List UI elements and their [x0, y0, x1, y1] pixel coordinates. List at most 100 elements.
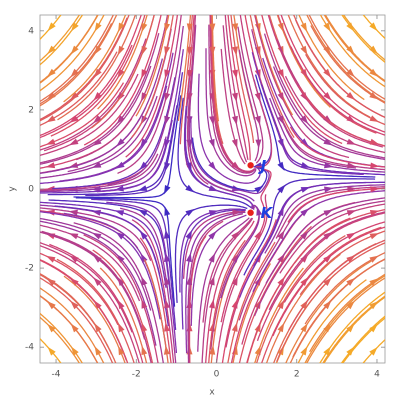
stream-arrow: [70, 45, 79, 55]
streamline: [185, 211, 246, 354]
streamline: [362, 338, 385, 363]
stream-arrow: [163, 345, 170, 355]
streamline: [205, 48, 257, 177]
stream-arrow: [94, 22, 102, 32]
streamline: [40, 15, 81, 62]
stream-arrow: [45, 162, 56, 169]
streamline: [40, 136, 167, 193]
streamline: [265, 253, 341, 363]
stream-arrow: [346, 255, 356, 263]
streamline: [285, 260, 372, 363]
stream-arrow: [116, 254, 125, 263]
stream-arrow: [164, 206, 171, 216]
stream-arrow: [71, 346, 79, 356]
x-tick-label: 4: [374, 370, 380, 380]
streamline: [188, 220, 224, 363]
stream-arrow: [70, 323, 79, 333]
stream-arrow: [47, 45, 56, 55]
stream-arrow: [139, 230, 148, 240]
streamline: [179, 15, 194, 145]
streamline: [174, 204, 248, 303]
streamline: [280, 15, 385, 133]
stream-arrow: [369, 278, 379, 286]
stream-arrow: [300, 254, 309, 263]
stream-arrow: [69, 138, 79, 146]
point: [247, 162, 254, 169]
stream-arrow: [300, 208, 310, 217]
streamline: [40, 73, 139, 157]
stream-arrow: [346, 277, 356, 286]
streamline: [191, 137, 268, 192]
stream-arrow: [369, 301, 379, 310]
streamline: [210, 15, 234, 165]
streamline: [135, 15, 170, 117]
streamline: [292, 258, 385, 358]
streamline: [125, 15, 179, 158]
stream-arrow: [208, 161, 217, 171]
stream-arrow: [346, 138, 357, 145]
stream-arrow: [163, 229, 170, 239]
y-tick-label: 0: [28, 185, 34, 195]
stream-arrow: [300, 231, 309, 240]
stream-arrow: [117, 68, 125, 79]
stream-arrow: [323, 231, 333, 240]
stream-arrow: [232, 115, 238, 126]
streamline: [40, 15, 142, 137]
streamline: [83, 234, 159, 363]
stream-arrow: [346, 68, 355, 78]
streamline: [131, 15, 174, 138]
streamline: [308, 15, 385, 100]
stream-arrow: [91, 185, 101, 192]
stream-arrow: [68, 209, 78, 216]
streamline: [264, 184, 385, 254]
stream-arrow: [346, 232, 356, 240]
streamline: [222, 25, 248, 163]
stream-arrow: [369, 255, 379, 263]
stream-arrow: [277, 184, 286, 194]
stream-arrow: [68, 233, 79, 240]
streamline: [40, 287, 105, 363]
streamline: [238, 225, 312, 363]
stream-arrow: [300, 68, 308, 79]
stream-arrow: [277, 92, 284, 102]
stream-arrow: [46, 255, 56, 263]
streamline: [43, 15, 155, 152]
streamline: [179, 208, 247, 293]
streamline: [306, 277, 385, 363]
stream-arrow: [208, 138, 215, 149]
streamline: [197, 217, 250, 352]
streamline: [131, 219, 175, 363]
streamline: [253, 79, 272, 168]
stream-arrow: [277, 276, 285, 286]
streamline: [139, 237, 172, 363]
stream-arrow: [138, 209, 148, 217]
stream-arrow: [186, 275, 193, 286]
stream-arrow: [92, 254, 102, 263]
stream-arrow: [164, 299, 170, 309]
stream-arrow: [137, 185, 148, 191]
stream-arrow: [277, 161, 285, 171]
streamline: [40, 17, 128, 121]
stream-arrow: [232, 46, 238, 56]
streamline: [40, 15, 114, 103]
stream-arrow: [300, 22, 308, 32]
stream-arrow: [346, 300, 355, 310]
streamline: [99, 267, 148, 363]
stream-arrow: [140, 253, 148, 263]
stream-arrow: [323, 323, 332, 333]
streamline: [50, 15, 146, 137]
streamline: [290, 46, 385, 136]
stream-arrow: [164, 162, 171, 172]
stream-arrow: [47, 323, 56, 333]
stream-arrow: [185, 184, 195, 193]
stream-arrow: [208, 276, 215, 286]
stream-arrow: [70, 68, 79, 78]
streamline: [220, 166, 272, 323]
stream-arrow: [300, 162, 311, 168]
streamline: [227, 241, 276, 363]
stream-arrow: [369, 115, 379, 122]
streamline: [91, 15, 155, 129]
stream-arrow: [141, 22, 148, 33]
stream-arrow: [71, 22, 79, 32]
stream-arrow: [47, 346, 56, 356]
